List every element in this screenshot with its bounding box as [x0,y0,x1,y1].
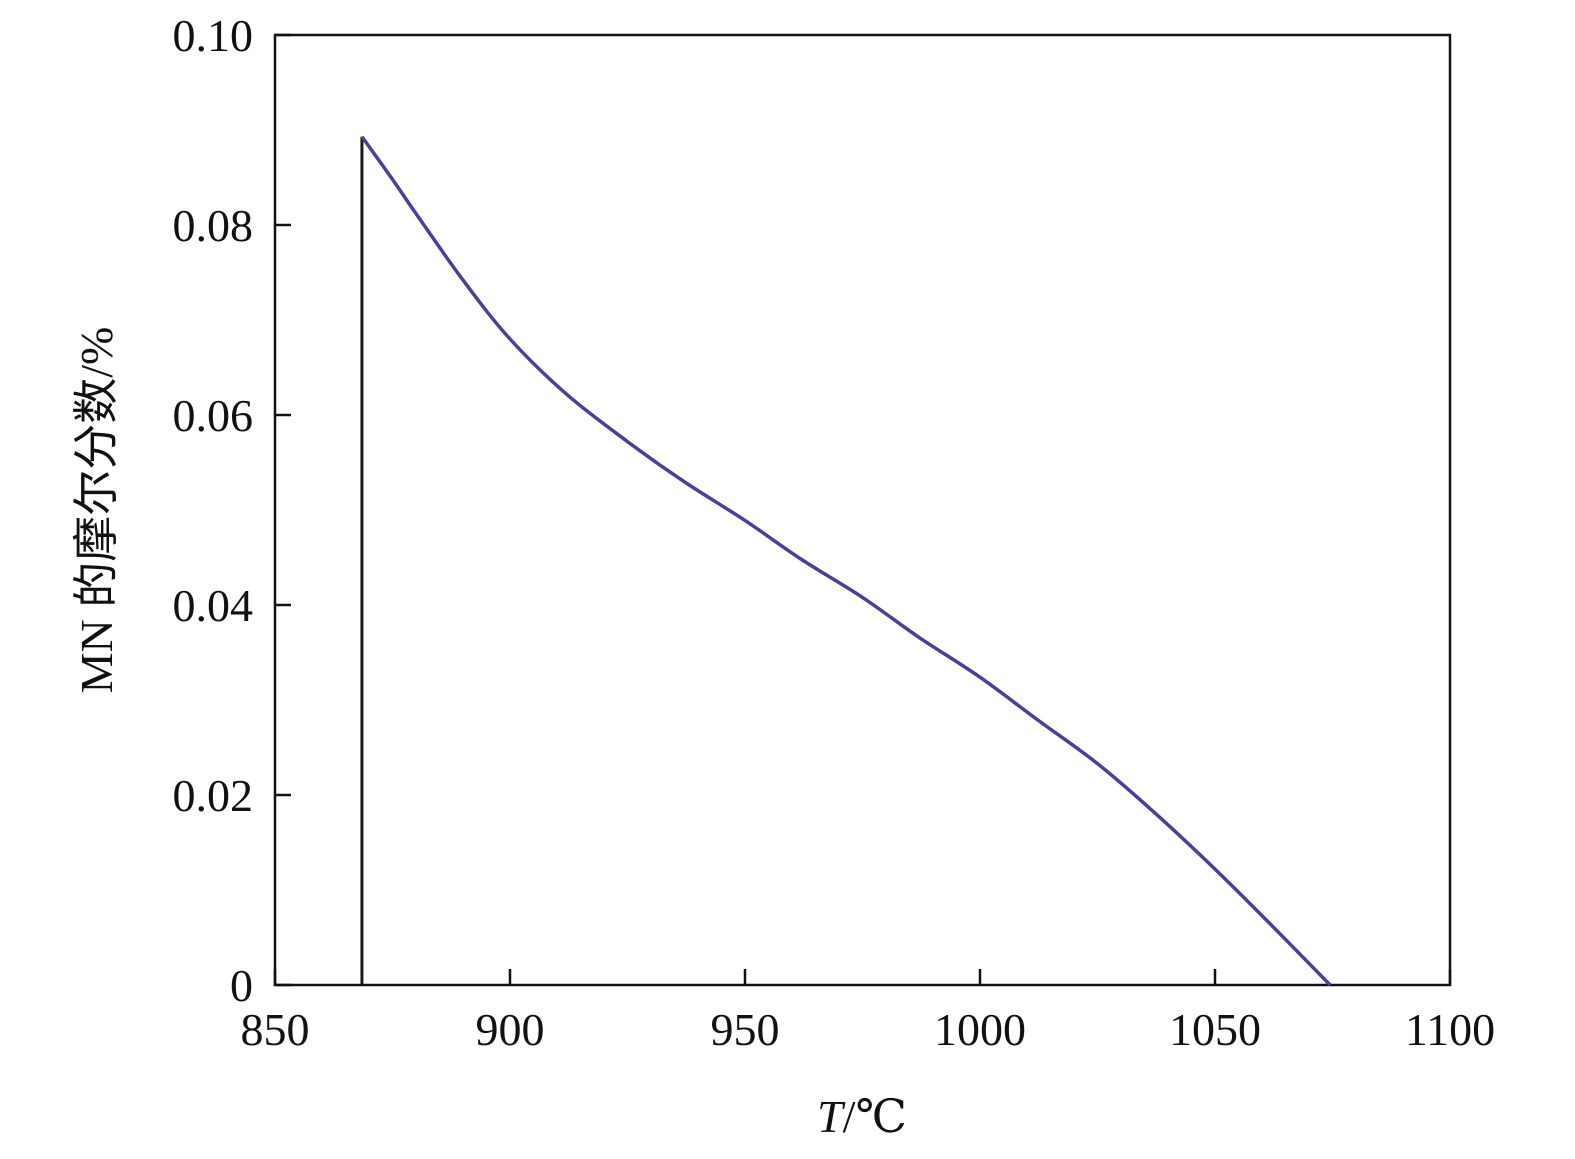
x-tick-label: 1100 [1405,1004,1495,1055]
y-tick-label: 0.08 [173,200,254,251]
x-tick-label: 850 [241,1004,310,1055]
y-tick-label: 0.02 [173,770,254,821]
x-axis: 850 900 950 1000 1050 1100 [241,969,1495,1055]
y-tick-label: 0.06 [173,390,254,441]
y-tick-label: 0.10 [173,10,254,61]
x-tick-label: 1000 [934,1004,1026,1055]
x-tick-label: 1050 [1169,1004,1261,1055]
series-group [360,135,1332,987]
y-axis-label: MN 的摩尔分数/% [71,327,122,694]
y-axis: 0 0.02 0.04 0.06 0.08 0.10 [173,10,291,1011]
y-tick-label: 0.04 [173,580,254,631]
x-tick-label: 950 [711,1004,780,1055]
plot-frame [273,33,1452,987]
plot-border [273,33,1452,987]
x-axis-label-var: T [817,1091,846,1142]
series-line [360,135,1332,987]
x-tick-label: 900 [476,1004,545,1055]
x-axis-label-unit: /℃ [843,1091,907,1142]
x-axis-label: T/℃ [817,1091,907,1142]
y-tick-label: 0 [230,960,253,1011]
